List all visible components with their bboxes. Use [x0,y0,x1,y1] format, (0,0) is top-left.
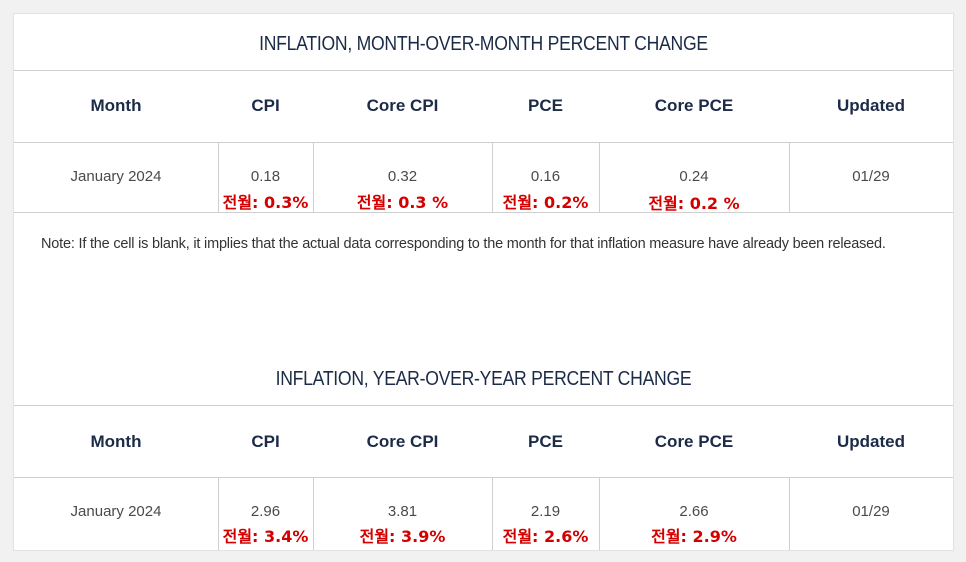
cell-border [599,477,600,550]
yoy-header-core-cpi: Core CPI [366,432,439,451]
divider [14,142,953,143]
mom-cell-updated: 01/29 [852,168,890,185]
yoy-cell-cpi: 2.96 [250,503,281,520]
cell-border [218,477,219,550]
mom-header-updated: Updated [837,96,905,115]
mom-prev-core-pce-annotation: 전월: 0.2 % [648,194,740,213]
mom-prev-cpi-annotation: 전월: 0.3% [222,193,309,212]
cell-border [599,142,600,212]
mom-table-title: INFLATION, MONTH-OVER-MONTH PERCENT CHAN… [259,33,708,55]
mom-prev-pce-annotation: 전월: 0.2% [502,193,589,212]
yoy-cell-core-cpi: 3.81 [387,503,418,520]
mom-cell-pce: 0.16 [530,168,561,185]
mom-header-month: Month [90,96,142,115]
mom-cell-month: January 2024 [70,168,162,185]
divider [14,405,953,406]
yoy-header-cpi: CPI [251,432,280,451]
cell-border [313,477,314,550]
divider [14,212,953,213]
cell-border [313,142,314,212]
mom-cell-cpi: 0.18 [250,168,281,185]
mom-header-pce: PCE [528,96,563,115]
cell-border [789,477,790,550]
cell-border [492,142,493,212]
mom-prev-core-cpi-annotation: 전월: 0.3 % [356,193,449,212]
yoy-header-updated: Updated [837,432,905,451]
cell-border [218,142,219,212]
mom-cell-core-cpi: 0.32 [387,168,418,185]
yoy-cell-month: January 2024 [70,503,162,520]
yoy-header-pce: PCE [528,432,563,451]
yoy-prev-cpi-annotation: 전월: 3.4% [222,527,309,546]
yoy-prev-pce-annotation: 전월: 2.6% [502,527,589,546]
yoy-cell-core-pce: 2.66 [679,503,709,520]
divider [14,70,953,71]
yoy-header-month: Month [90,432,142,451]
mom-header-core-pce: Core PCE [654,96,734,115]
mom-cell-core-pce: 0.24 [679,168,709,185]
inflation-tables-panel: INFLATION, MONTH-OVER-MONTH PERCENT CHAN… [13,13,954,551]
yoy-cell-updated: 01/29 [852,503,890,520]
cell-border [492,477,493,550]
cell-border [789,142,790,212]
blank-cell-note: Note: If the cell is blank, it implies t… [41,236,886,252]
mom-header-cpi: CPI [251,96,280,115]
yoy-cell-pce: 2.19 [530,503,561,520]
divider [14,477,953,478]
yoy-header-core-pce: Core PCE [654,432,734,451]
yoy-table-title: INFLATION, YEAR-OVER-YEAR PERCENT CHANGE [275,368,692,390]
mom-header-core-cpi: Core CPI [366,96,439,115]
yoy-prev-core-pce-annotation: 전월: 2.9% [651,527,737,546]
yoy-prev-core-cpi-annotation: 전월: 3.9% [359,527,446,546]
